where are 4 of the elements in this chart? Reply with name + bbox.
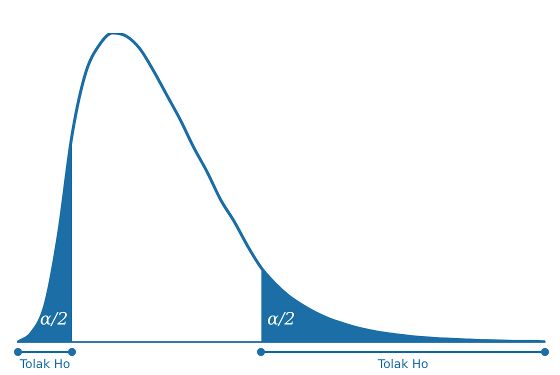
annotation: α/2 — [267, 309, 296, 330]
annotation: α/2 — [40, 309, 68, 330]
text: Tolak Ho — [18, 357, 70, 372]
text: Tolak Ho — [376, 357, 428, 372]
